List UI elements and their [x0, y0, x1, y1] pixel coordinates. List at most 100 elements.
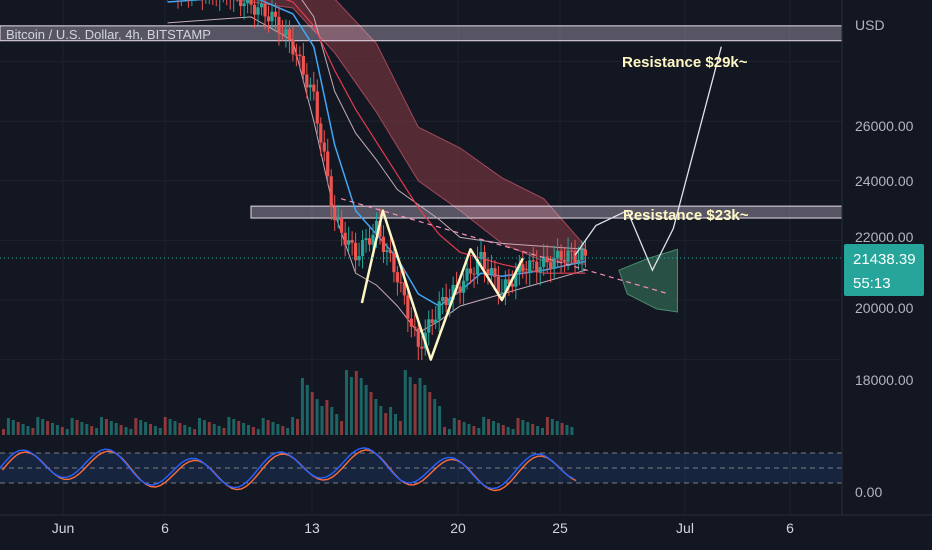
volume-bar-105 — [516, 418, 520, 435]
volume-bar-96 — [472, 426, 476, 435]
currency-label: USD — [855, 17, 885, 33]
volume-bar-38 — [188, 427, 192, 435]
volume-bar-48 — [237, 421, 241, 435]
volume-bar-100 — [492, 421, 495, 435]
volume-bar-74 — [364, 385, 368, 435]
candle-body-118 — [576, 259, 581, 263]
price-tick-20000: 20000.00 — [855, 300, 914, 316]
candle-body-51 — [343, 232, 347, 245]
candle-body-92 — [486, 269, 490, 275]
candle-body-62 — [381, 236, 386, 253]
volume-bar-92 — [452, 418, 456, 435]
candle-body-73 — [420, 346, 424, 349]
projection-path — [574, 46, 722, 272]
candle-body-58 — [367, 238, 372, 245]
volume-bar-32 — [158, 428, 162, 435]
time-tick-jun: Jun — [52, 520, 75, 536]
time-tick-6-jul: 6 — [786, 520, 794, 536]
candle-body-98 — [507, 279, 511, 284]
volume-bar-67 — [330, 407, 334, 435]
volume-bar-98 — [482, 417, 486, 435]
time-axis[interactable] — [0, 515, 932, 550]
volume-bar-94 — [462, 422, 466, 435]
candle-body-37 — [294, 54, 298, 56]
resistance-zones — [0, 25, 843, 219]
volume-bar-59 — [291, 417, 295, 435]
candle-body-23 — [246, 0, 250, 4]
volume-bar-8 — [41, 419, 45, 435]
candle-body-27 — [259, 3, 264, 8]
volume-bar-45 — [222, 428, 226, 435]
candle-body-44 — [319, 123, 323, 143]
candle-body-32 — [277, 16, 281, 34]
candle-body-66 — [395, 272, 399, 283]
candle-body-29 — [266, 16, 271, 22]
volume-bar-40 — [198, 418, 201, 435]
candle-body-49 — [336, 217, 340, 221]
volume-bar-102 — [501, 425, 505, 435]
volume-bar-12 — [60, 427, 64, 435]
volume-bar-115 — [565, 425, 569, 435]
candle-body-72 — [416, 328, 420, 347]
band-upper — [301, 0, 586, 250]
volume-bar-23 — [114, 423, 118, 435]
annotation-resistance-29k: Resistance $29k~ — [622, 54, 748, 71]
candle-body-65 — [392, 253, 396, 273]
volume-bar-19 — [95, 428, 99, 435]
volume-bar-64 — [315, 399, 319, 435]
candle-body-120 — [583, 249, 588, 256]
volume-bar-35 — [173, 421, 177, 435]
candle-body-115 — [566, 250, 570, 262]
candle-body-87 — [468, 268, 473, 274]
candle-body-110 — [549, 262, 553, 269]
candle-body-59 — [371, 234, 375, 245]
candle-body-71 — [413, 326, 417, 329]
candle-body-75 — [427, 319, 431, 333]
volume-bar-43 — [212, 424, 216, 435]
candle-body-22 — [242, 3, 246, 7]
candle-body-47 — [329, 176, 333, 207]
volume-bar-53 — [261, 418, 265, 435]
volume-bar-79 — [389, 407, 393, 435]
volume-bar-9 — [46, 421, 50, 435]
stoch-rsi-pane — [0, 447, 842, 492]
symbol-title: Bitcoin / U.S. Dollar, 4h, BITSTAMP — [6, 27, 211, 42]
volume-bar-78 — [384, 413, 388, 435]
candle-body-97 — [503, 279, 507, 293]
volume-bar-27 — [134, 418, 138, 435]
volume-bar-95 — [467, 424, 471, 435]
volume-bar-55 — [271, 422, 275, 435]
candle-body-68 — [402, 282, 406, 296]
candle-body-69 — [406, 295, 410, 319]
candle-body-28 — [263, 3, 267, 17]
volume-bar-30 — [149, 424, 152, 435]
candle-body-42 — [312, 84, 316, 92]
candle-body-41 — [308, 84, 312, 88]
volume-bar-49 — [242, 423, 246, 435]
candle-body-94 — [493, 268, 497, 277]
candle-body-52 — [347, 240, 351, 245]
volume-bar-51 — [251, 427, 255, 435]
candle-body-48 — [333, 206, 337, 221]
volume-bar-39 — [193, 429, 197, 435]
candle-body-93 — [489, 268, 494, 275]
candle-body-112 — [556, 250, 560, 259]
volume-bar-58 — [286, 428, 290, 435]
candle-body-111 — [552, 258, 556, 269]
volume-bar-34 — [168, 419, 172, 435]
w-pattern — [360, 209, 524, 361]
neckline-dashed — [340, 198, 670, 295]
last-price-value: 21438.39 — [853, 251, 916, 268]
price-tick-18000: 18000.00 — [855, 372, 914, 388]
candle-body-84 — [458, 286, 462, 293]
volume-bar-25 — [124, 427, 128, 435]
volume-bar-56 — [276, 424, 280, 435]
candle-body-76 — [430, 319, 434, 323]
volume-bar-91 — [447, 429, 451, 435]
annotation-resistance-23k: Resistance $23k~ — [623, 207, 749, 224]
volume-bar-116 — [570, 427, 574, 435]
volume-bar-97 — [477, 428, 481, 435]
candle-body-100 — [514, 272, 518, 287]
candle-body-35 — [287, 29, 292, 41]
